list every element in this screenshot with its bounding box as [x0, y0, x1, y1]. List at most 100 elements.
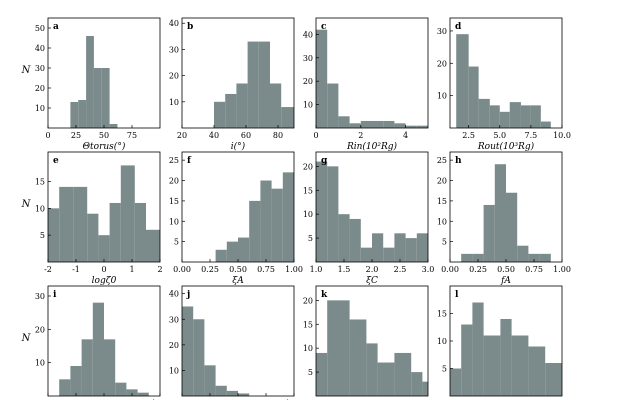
xtick-label-f-1: 0.25 — [201, 265, 219, 274]
xtick-label-b-2: 60 — [241, 131, 251, 140]
ytick-label-a-0: 10 — [35, 104, 45, 113]
bar-c-5 — [372, 120, 384, 128]
ytick-label-a-3: 40 — [35, 44, 45, 53]
bar-a-4 — [101, 68, 110, 128]
xtick-label-b-1: 40 — [209, 131, 219, 140]
bar-g-5 — [372, 233, 384, 262]
bar-i-6 — [126, 389, 138, 396]
bar-d-7 — [530, 105, 541, 128]
ytick-label-f-3: 20 — [169, 177, 179, 186]
xtick-label-c-2: 4 — [403, 131, 408, 140]
panel-b: 10 20 30 40 20 40 60 80 b i(°) — [169, 17, 295, 152]
bar-e-0 — [48, 208, 60, 262]
ytick-label-d-2: 30 — [437, 27, 447, 36]
ytick-label-h-4: 25 — [437, 156, 447, 165]
frame-b — [181, 17, 295, 129]
frame-d — [449, 17, 563, 129]
bar-j-2 — [204, 365, 216, 396]
ylabel-i: N — [21, 333, 32, 344]
bar-g-7 — [394, 233, 406, 262]
panel-letter-a: a — [53, 22, 59, 32]
xtick-label-a-1: 25 — [71, 131, 81, 140]
bar-b-0 — [214, 101, 226, 128]
ytick-label-j-3: 40 — [169, 290, 179, 299]
xtick-label-g-1: 1.5 — [338, 265, 351, 274]
bar-e-7 — [134, 202, 146, 262]
bar-j-4 — [226, 390, 238, 396]
xtick-label-h-2: 0.50 — [497, 265, 515, 274]
bar-l-1 — [461, 324, 473, 396]
ytick-label-h-2: 15 — [437, 197, 447, 206]
bar-c-3 — [349, 123, 361, 128]
bar-i-0 — [59, 379, 71, 396]
bar-k-7 — [422, 381, 428, 396]
ytick-label-k-0: 5 — [308, 368, 313, 377]
xtick-label-d-1: 5.0 — [493, 131, 506, 140]
ytick-label-i-1: 20 — [35, 325, 45, 334]
ytick-label-j-0: 10 — [169, 366, 179, 375]
bar-l-3 — [483, 335, 501, 396]
ytick-label-e-1: 10 — [35, 204, 45, 213]
ytick-label-l-2: 15 — [437, 310, 447, 319]
bar-f-4 — [260, 180, 272, 262]
ytick-label-b-2: 30 — [169, 45, 179, 54]
xtick-label-b-0: 20 — [177, 131, 187, 140]
panel-g: 5 10 15 20 1.0 1.5 2.0 2.5 3.0 g ξC — [303, 151, 434, 286]
ytick-label-b-1: 20 — [169, 72, 179, 81]
panel-letter-d: d — [455, 22, 462, 32]
panel-letter-l: l — [455, 290, 459, 300]
panel-h: 5 10 15 20 25 0.00 0.25 0.50 0.75 1.00 h fA — [437, 151, 571, 286]
bar-e-6 — [120, 165, 135, 262]
bar-i-7 — [137, 392, 149, 396]
xlabel-h: fA — [500, 276, 511, 286]
bar-e-8 — [146, 229, 160, 262]
ytick-label-a-4: 50 — [35, 24, 45, 33]
ytick-label-g-2: 15 — [303, 186, 313, 195]
xtick-label-f-0: 0.00 — [173, 265, 191, 274]
xtick-label-c-1: 2 — [358, 131, 363, 140]
bar-d-2 — [478, 98, 490, 128]
xlabel-f: ξA — [232, 276, 244, 286]
bar-e-3 — [87, 213, 99, 262]
xlabel-c: Rin(10²Rg) — [346, 141, 398, 152]
ytick-label-h-1: 10 — [437, 217, 447, 226]
bar-j-3 — [215, 385, 227, 396]
panel-letter-e: e — [53, 156, 59, 166]
bar-h-6 — [528, 253, 540, 262]
ytick-label-g-0: 5 — [308, 234, 313, 243]
frame-c — [315, 17, 429, 129]
xtick-label-f-3: 0.75 — [257, 265, 275, 274]
panel-e: 5 10 15 -2 -1 0 1 2 e logζ0 N — [21, 151, 163, 286]
bar-g-3 — [349, 218, 361, 262]
ytick-label-e-2: 15 — [35, 178, 45, 187]
bar-d-4 — [499, 111, 510, 128]
ylabel-a: N — [21, 65, 32, 76]
ytick-label-k-1: 10 — [303, 344, 313, 353]
bar-f-3 — [249, 200, 261, 262]
panel-letter-f: f — [187, 156, 192, 166]
ytick-label-k-2: 15 — [303, 320, 313, 329]
xtick-label-d-0: 2.5 — [462, 131, 475, 140]
bar-h-1 — [472, 253, 484, 262]
ytick-label-c-3: 40 — [303, 30, 313, 39]
bar-d-1 — [468, 66, 479, 128]
ytick-label-a-1: 20 — [35, 84, 45, 93]
bar-i-3 — [92, 302, 104, 396]
bar-f-0 — [215, 249, 227, 262]
panel-f: 5 10 15 20 25 0.00 0.25 0.50 0.75 1.00 f ξA — [169, 151, 303, 286]
bar-a-5 — [109, 124, 118, 128]
xtick-label-g-0: 1.0 — [310, 265, 323, 274]
bar-c-0 — [316, 29, 328, 129]
bar-l-0 — [450, 368, 462, 396]
panel-letter-h: h — [455, 156, 462, 166]
bar-g-1 — [327, 166, 339, 262]
bar-c-8 — [405, 125, 417, 128]
ytick-label-l-1: 10 — [437, 337, 447, 346]
ytick-label-i-0: 10 — [35, 359, 45, 368]
bar-g-2 — [338, 214, 350, 262]
ytick-label-g-1: 10 — [303, 210, 313, 219]
xlabel-a: Θtorus(°) — [83, 141, 126, 152]
xtick-label-e-1: -1 — [72, 265, 80, 274]
xtick-label-g-3: 2.5 — [394, 265, 407, 274]
bar-g-6 — [383, 247, 395, 262]
